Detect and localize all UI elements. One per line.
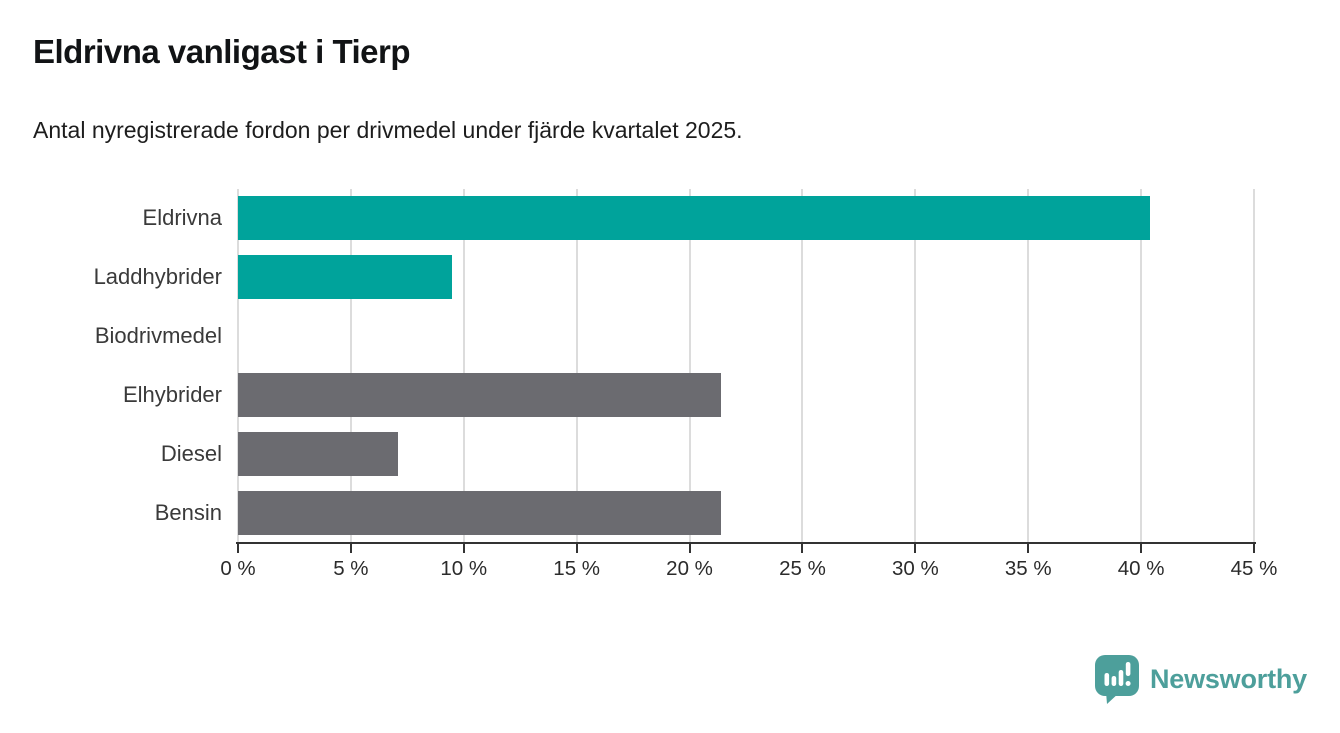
category-label: Elhybrider xyxy=(122,381,222,407)
x-axis-tick-marks xyxy=(237,544,1255,553)
bar-eldrivna xyxy=(238,196,1151,241)
category-label: Bensin xyxy=(154,499,222,525)
newsworthy-logo: Newsworthy xyxy=(1094,655,1307,704)
gridline xyxy=(1140,189,1143,542)
plot-area xyxy=(237,189,1255,542)
x-tick-mark xyxy=(462,544,465,553)
x-tick-label: 45 % xyxy=(1230,557,1278,580)
bar-row xyxy=(238,307,1254,366)
x-tick-mark xyxy=(575,544,578,553)
x-tick-mark xyxy=(914,544,917,553)
bar-row xyxy=(238,189,1254,248)
chart-title: Eldrivna vanligast i Tierp xyxy=(33,33,411,70)
y-axis-category-labels: Eldrivna Laddhybrider Biodrivmedel Elhybrid… xyxy=(0,189,222,542)
x-tick-label: 25 % xyxy=(779,557,826,580)
x-tick-label: 40 % xyxy=(1117,557,1165,580)
category-label: Laddhybrider xyxy=(93,264,222,290)
gridline xyxy=(1027,189,1030,542)
chart-subtitle: Antal nyregistrerade fordon per drivmede… xyxy=(33,117,743,143)
x-tick-label: 5 % xyxy=(333,557,369,580)
x-tick-mark xyxy=(1140,544,1143,553)
gridline xyxy=(462,189,465,542)
bar-elhybrider xyxy=(238,372,722,417)
bar-chart-speech-bubble-icon xyxy=(1094,655,1139,704)
newsworthy-logo-text: Newsworthy xyxy=(1149,664,1307,694)
gridline xyxy=(801,189,804,542)
bar-row xyxy=(238,366,1254,425)
x-tick-mark xyxy=(688,544,691,553)
gridline xyxy=(237,189,239,542)
x-tick-mark xyxy=(1253,544,1255,553)
gridline xyxy=(575,189,578,542)
bar-row xyxy=(238,483,1254,542)
x-tick-label: 20 % xyxy=(666,557,713,580)
bar-laddhybrider xyxy=(238,255,453,300)
x-tick-label: 10 % xyxy=(440,557,488,580)
bar-bensin xyxy=(238,490,722,535)
gridline xyxy=(688,189,691,542)
x-axis-line xyxy=(236,542,1256,544)
x-tick-label: 35 % xyxy=(1004,557,1052,580)
x-axis-tick-labels: 0 % 5 % 10 % 15 % 20 % 25 % 30 % 35 % 40 % 45 % xyxy=(220,557,1277,587)
x-tick-label: 0 % xyxy=(220,557,256,580)
category-label: Eldrivna xyxy=(142,205,222,231)
category-label: Diesel xyxy=(160,440,222,466)
category-label: Biodrivmedel xyxy=(94,323,222,349)
gridline xyxy=(349,189,352,542)
x-tick-mark xyxy=(801,544,804,553)
x-tick-mark xyxy=(1027,544,1030,553)
gridline xyxy=(914,189,917,542)
x-tick-label: 30 % xyxy=(891,557,939,580)
x-tick-label: 15 % xyxy=(553,557,601,580)
x-tick-mark xyxy=(237,544,239,553)
bar-row xyxy=(238,248,1254,307)
x-tick-mark xyxy=(349,544,352,553)
gridline xyxy=(1253,189,1255,542)
bar-diesel xyxy=(238,431,399,476)
bar-row xyxy=(238,424,1254,483)
